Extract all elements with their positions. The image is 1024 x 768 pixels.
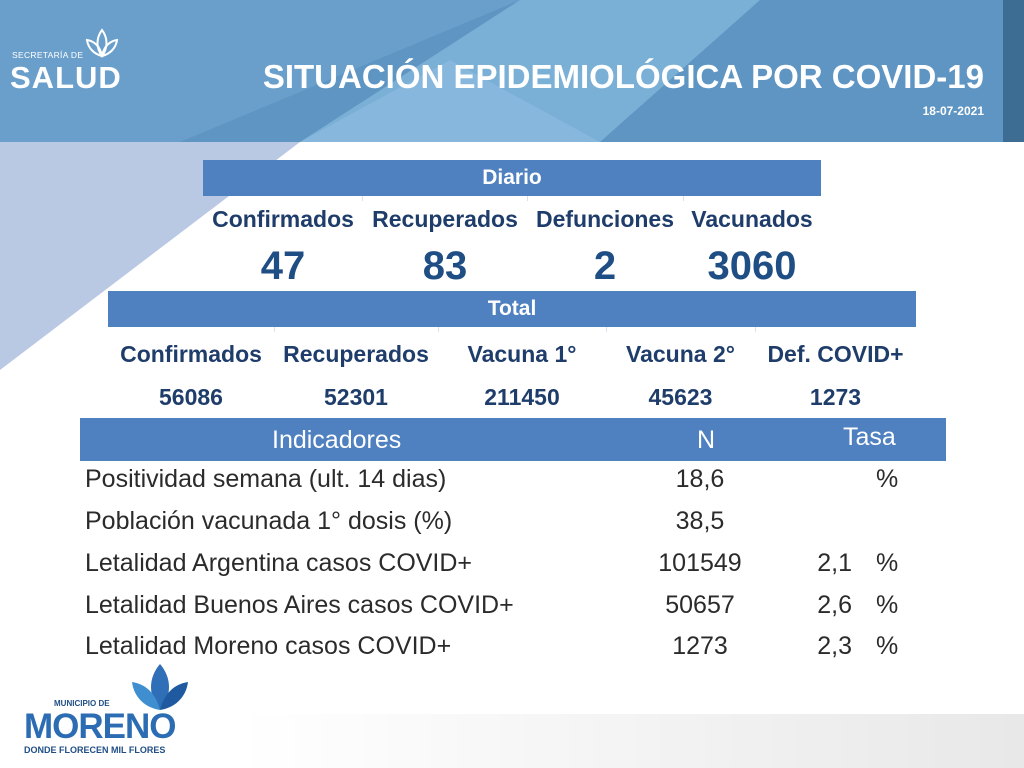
diario-value-confirmados: 47 [260,244,306,288]
total-col-confirmados: Confirmados [120,341,262,367]
diario-col-confirmados: Confirmados [212,206,354,232]
divider [606,327,607,332]
diario-value-vacunados: 3060 [707,244,797,288]
salud-logo-subtitle: SECRETARÍA DE [12,50,84,60]
indicador-label: Positividad semana (ult. 14 dias) [85,465,447,493]
indicador-n: 50657 [665,591,735,619]
diario-title: Diario [482,166,542,189]
indicador-unit: % [876,465,899,493]
indicador-n: 1273 [672,632,728,660]
indicador-tasa: 2,3 [817,632,852,660]
indicadores-header: Indicadores N Tasa [80,418,946,461]
total-col-recuperados: Recuperados [283,341,429,367]
diario-col-defunciones: Defunciones [535,206,675,232]
indicador-label: Letalidad Moreno casos COVID+ [85,632,452,660]
indicador-row: Letalidad Moreno casos COVID+ 1273 2,3 % [0,632,1024,672]
moreno-logo: MUNICIPIO DE MORENO DONDE FLORECEN MIL F… [20,660,200,760]
indicador-row: Positividad semana (ult. 14 dias) 18,6 % [0,465,1024,505]
footer-band [240,714,1024,768]
total-value-confirmados: 56086 [159,384,223,410]
indicador-n: 18,6 [675,465,725,493]
divider [274,327,275,332]
total-value-def-covid: 1273 [809,384,862,410]
flower-icon [132,664,188,710]
diario-value-defunciones: 2 [593,244,617,288]
diario-value-recuperados: 83 [422,244,468,288]
divider [527,196,528,201]
header-banner: SECRETARÍA DE SALUD SITUACIÓN EPIDEMIOLÓ… [0,0,1024,142]
lotus-icon [85,28,119,58]
report-date: 18-07-2021 [922,104,984,118]
divider [755,327,756,332]
indicador-unit: % [876,591,899,619]
indicador-row: Letalidad Buenos Aires casos COVID+ 5065… [0,591,1024,631]
indicador-label: Letalidad Buenos Aires casos COVID+ [85,591,514,619]
indicadores-col-label: Indicadores [272,426,402,454]
moreno-logo-subtitle: MUNICIPIO DE [54,699,110,708]
total-value-recuperados: 52301 [324,384,388,410]
divider [683,196,684,201]
indicador-row: Población vacunada 1° dosis (%) 38,5 [0,507,1024,547]
total-value-vacuna1: 211450 [484,384,560,410]
total-col-vacuna1: Vacuna 1° [467,341,577,367]
moreno-logo-tagline: DONDE FLORECEN MIL FLORES [24,745,166,755]
divider [438,327,439,332]
indicador-unit: % [876,549,899,577]
moreno-logo-name: MORENO [24,707,176,746]
indicador-tasa: 2,1 [817,549,852,577]
page-title: SITUACIÓN EPIDEMIOLÓGICA POR COVID-19 [262,58,984,95]
indicadores-col-tasa: Tasa [843,423,896,451]
indicador-unit: % [876,632,899,660]
total-title: Total [487,297,537,320]
indicador-n: 38,5 [675,507,725,535]
divider [362,196,363,201]
indicador-label: Letalidad Argentina casos COVID+ [85,549,473,577]
indicador-row: Letalidad Argentina casos COVID+ 101549 … [0,549,1024,589]
salud-logo-name: SALUD [10,60,122,95]
total-header-bar: Total [108,291,916,327]
total-col-vacuna2: Vacuna 2° [626,341,735,367]
total-value-vacuna2: 45623 [648,384,713,410]
indicador-label: Población vacunada 1° dosis (%) [85,507,453,535]
total-col-def-covid: Def. COVID+ [767,341,904,367]
diario-col-vacunados: Vacunados [691,206,813,232]
diario-header-bar: Diario [203,160,821,196]
indicadores-col-n: N [697,426,716,454]
indicador-tasa: 2,6 [817,591,852,619]
salud-logo: SECRETARÍA DE SALUD [10,26,130,98]
diario-col-recuperados: Recuperados [372,206,518,232]
indicador-n: 101549 [658,549,742,577]
